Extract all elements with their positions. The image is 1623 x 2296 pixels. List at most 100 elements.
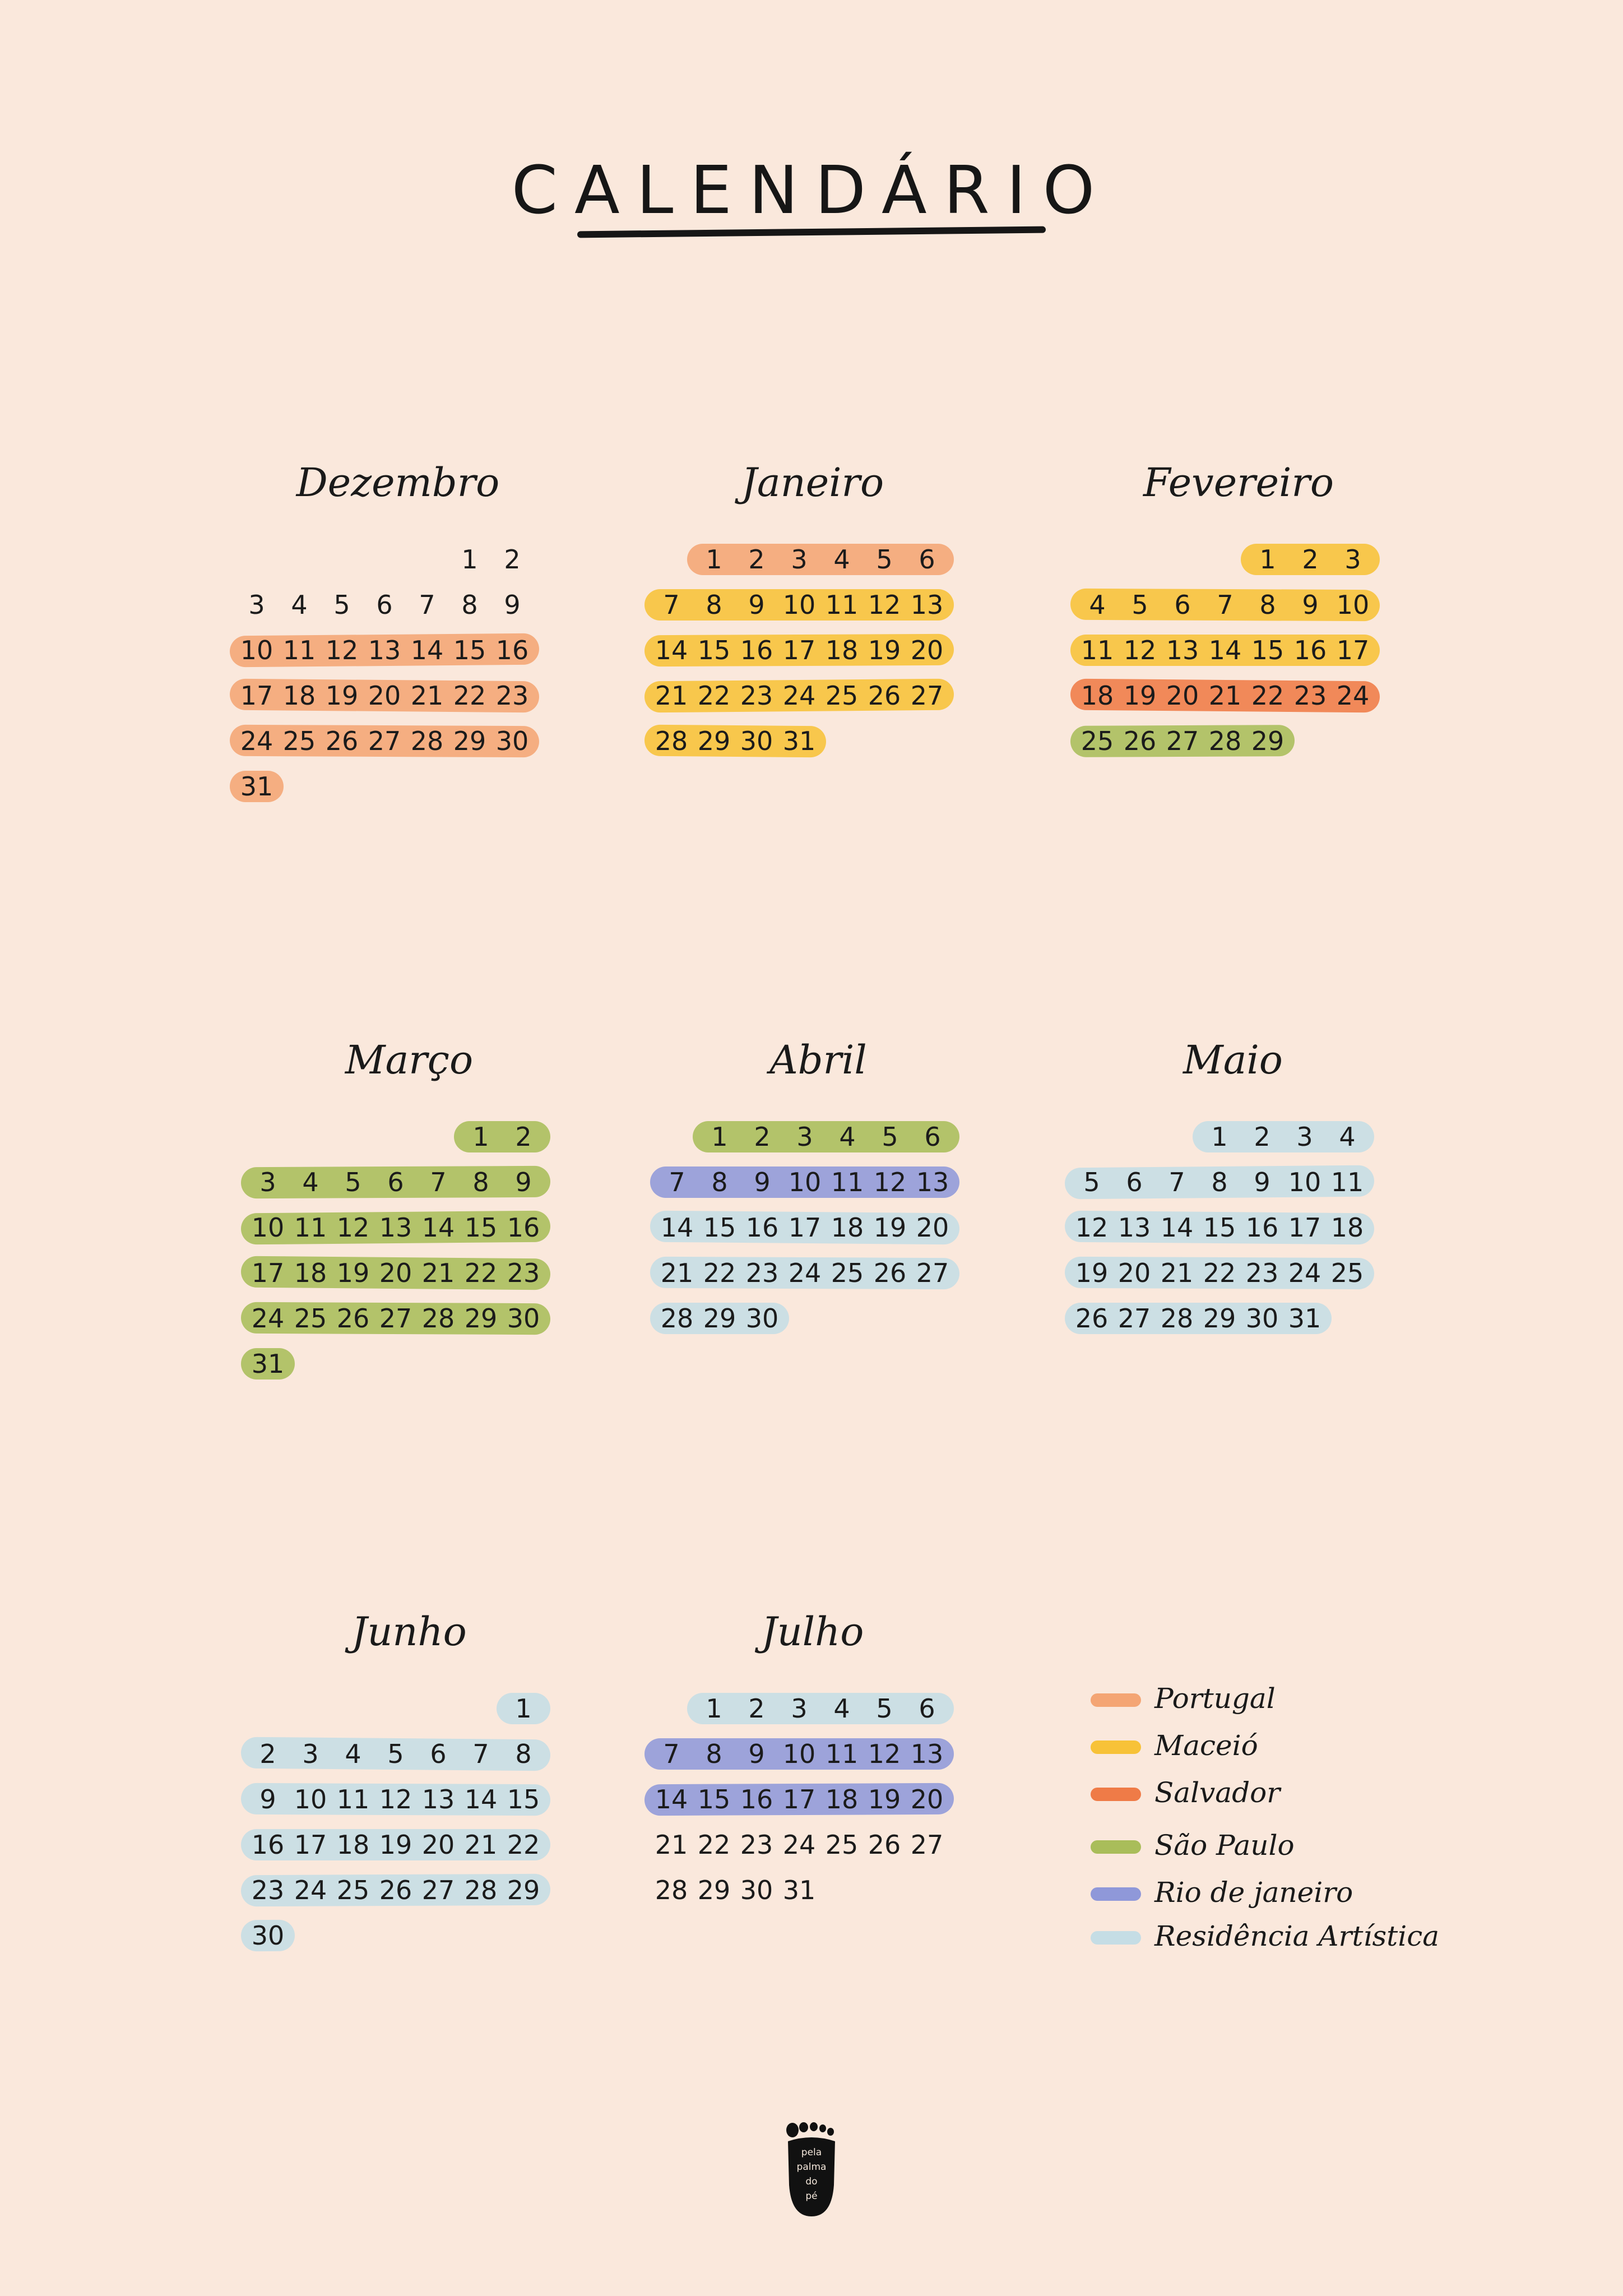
day-number: 29 (697, 1875, 731, 1905)
day-number: 5 (333, 590, 350, 620)
day-number: 4 (291, 590, 308, 620)
day-number: 8 (711, 1167, 728, 1197)
day-number: 15 (697, 1784, 731, 1814)
month-name: Abril (769, 1037, 867, 1083)
day-number: 1 (706, 1693, 722, 1724)
day-number: 6 (1174, 590, 1191, 620)
day-number: 10 (251, 1212, 285, 1243)
day-number: 26 (336, 1303, 370, 1334)
day-number: 6 (919, 544, 935, 575)
logo-line: do (805, 2176, 818, 2187)
day-number: 29 (453, 726, 486, 756)
day-number: 27 (916, 1258, 949, 1288)
day-number: 5 (387, 1739, 404, 1769)
day-number: 23 (745, 1258, 779, 1288)
day-number: 26 (873, 1258, 907, 1288)
day-number: 17 (782, 1784, 816, 1814)
day-number: 14 (1208, 635, 1242, 665)
day-number: 20 (379, 1258, 412, 1288)
day-number: 24 (788, 1258, 822, 1288)
day-number: 25 (825, 1830, 859, 1860)
day-number: 5 (876, 1693, 893, 1724)
day-number: 22 (453, 681, 486, 711)
day-number: 4 (833, 1693, 850, 1724)
day-number: 14 (464, 1784, 498, 1814)
day-number: 1 (461, 544, 478, 575)
day-number: 8 (461, 590, 478, 620)
day-number: 8 (515, 1739, 532, 1769)
day-number: 7 (663, 590, 680, 620)
day-number: 31 (1288, 1303, 1321, 1334)
day-number: 11 (825, 590, 859, 620)
day-number: 26 (868, 681, 901, 711)
day-number: 10 (782, 590, 816, 620)
day-number: 17 (1336, 635, 1370, 665)
day-number: 30 (740, 726, 773, 756)
day-number: 11 (336, 1784, 370, 1814)
legend-item-salvador: Salvador (1087, 1773, 1480, 1818)
day-number: 21 (655, 681, 688, 711)
footprint-icon (786, 2122, 835, 2216)
day-number: 19 (325, 681, 359, 711)
day-number: 13 (421, 1784, 455, 1814)
day-number: 27 (910, 1830, 944, 1860)
day-number: 28 (464, 1875, 498, 1905)
month-dezembro: Dezembro 1 2 3 4 5 6 7 8 9 10 11 12 13 14 15 16 17 18 19 20… (224, 460, 572, 852)
legend-label: Residência Artística (1154, 1920, 1440, 1952)
day-number: 28 (1160, 1303, 1194, 1334)
day-number: 6 (387, 1167, 404, 1197)
day-number: 27 (368, 726, 401, 756)
day-number: 10 (294, 1784, 327, 1814)
day-number: 8 (1259, 590, 1276, 620)
highlight-stroke-sao_paulo (454, 1121, 550, 1152)
legend-label: Maceió (1154, 1729, 1258, 1762)
logo-line: palma (796, 2161, 827, 2173)
day-number: 16 (745, 1212, 779, 1243)
day-number: 14 (655, 1784, 688, 1814)
day-number: 2 (1302, 544, 1319, 575)
day-number: 12 (1075, 1212, 1109, 1243)
day-number: 19 (1123, 681, 1157, 711)
logo-line: pela (801, 2147, 822, 2158)
day-number: 3 (1296, 1122, 1313, 1152)
day-number: 15 (464, 1212, 498, 1243)
day-number: 6 (376, 590, 393, 620)
day-number: 19 (873, 1212, 907, 1243)
day-number: 11 (825, 1739, 859, 1769)
day-number: 20 (910, 1784, 944, 1814)
day-number: 25 (1081, 726, 1114, 756)
day-number: 10 (788, 1167, 822, 1197)
legend-swatch (1091, 1693, 1141, 1707)
day-number: 30 (745, 1303, 779, 1334)
month-marco: Março 1 2 3 4 5 6 7 8 9 10 11 12 13 14 15 16 17 18 19 20 21 2… (235, 1037, 583, 1429)
month-name: Junho (351, 1609, 467, 1655)
day-number: 24 (240, 726, 273, 756)
day-number: 23 (251, 1875, 285, 1905)
highlight-stroke-sao_paulo (693, 1121, 959, 1152)
day-number: 1 (1211, 1122, 1228, 1152)
day-number: 30 (740, 1875, 773, 1905)
day-number: 16 (740, 1784, 773, 1814)
day-number: 4 (1339, 1122, 1356, 1152)
legend-label: Portugal (1154, 1682, 1276, 1715)
day-number: 6 (1126, 1167, 1143, 1197)
day-number: 14 (1160, 1212, 1194, 1243)
day-number: 17 (1288, 1212, 1321, 1243)
day-number: 11 (831, 1167, 864, 1197)
day-number: 6 (919, 1693, 935, 1724)
day-number: 30 (1245, 1303, 1279, 1334)
day-number: 25 (282, 726, 316, 756)
day-number: 31 (251, 1349, 285, 1379)
day-number: 22 (464, 1258, 498, 1288)
month-name: Janeiro (741, 460, 884, 506)
day-number: 20 (1166, 681, 1199, 711)
day-number: 8 (706, 590, 722, 620)
day-number: 8 (706, 1739, 722, 1769)
day-number: 23 (740, 1830, 773, 1860)
day-number: 3 (302, 1739, 319, 1769)
legend-label: Rio de janeiro (1154, 1876, 1353, 1909)
day-number: 18 (825, 1784, 859, 1814)
day-number: 3 (1344, 544, 1361, 575)
day-number: 22 (703, 1258, 736, 1288)
legend-item-sao-paulo: São Paulo (1087, 1826, 1480, 1871)
